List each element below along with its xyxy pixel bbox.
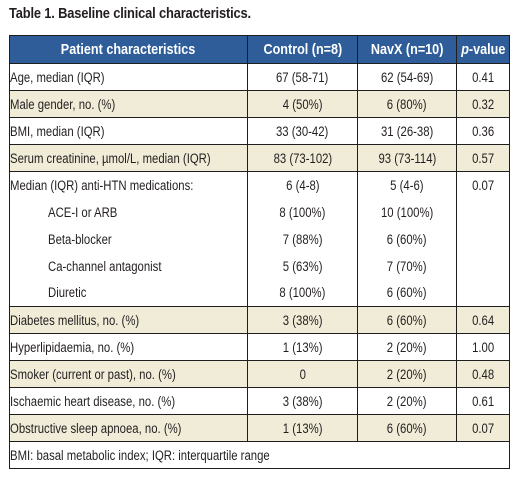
- control-value: 3 (38%): [282, 312, 323, 328]
- row-label: Male gender, no. (%): [10, 96, 116, 112]
- navx-value: 6 (60%): [387, 285, 427, 301]
- table-row: Male gender, no. (%) 4 (50%) 6 (80%) 0.3…: [9, 90, 510, 118]
- control-value: 33 (30-42): [276, 123, 329, 139]
- baseline-table: Patient characteristics Control (n=8) Na…: [9, 35, 510, 469]
- control-value: 1 (13%): [282, 420, 323, 436]
- table-row: Hyperlipidaemia, no. (%) 1 (13%) 2 (20%)…: [9, 333, 510, 361]
- control-value: 6 (4-8): [285, 177, 320, 193]
- navx-value: 6 (80%): [387, 96, 427, 112]
- row-label: Smoker (current or past), no. (%): [10, 366, 176, 382]
- p-value-suffix: -value: [468, 41, 506, 58]
- table-row: Diuretic 8 (100%) 6 (60%): [9, 279, 510, 307]
- navx-value: 7 (70%): [387, 258, 427, 274]
- navx-value: 62 (54-69): [380, 69, 434, 85]
- footnote-row: BMI: basal metabolic index; IQR: interqu…: [9, 441, 510, 469]
- row-label: Beta-blocker: [48, 231, 112, 247]
- table-row: Median (IQR) anti-HTN medications: 6 (4-…: [9, 171, 510, 199]
- control-value: 8 (100%): [279, 204, 326, 220]
- navx-value: 2 (20%): [387, 393, 427, 409]
- p-value: 0.36: [471, 123, 495, 139]
- control-value: 5 (63%): [282, 258, 323, 274]
- row-label: Diuretic: [48, 285, 87, 301]
- row-label: Obstructive sleep apnoea, no. (%): [10, 420, 182, 436]
- table-row: Serum creatinine, µmol/L, median (IQR) 8…: [9, 144, 510, 172]
- table-row: Obstructive sleep apnoea, no. (%) 1 (13%…: [9, 414, 510, 442]
- header-control: Control (n=8): [247, 35, 358, 64]
- row-label: ACE-I or ARB: [48, 204, 118, 220]
- navx-value: 6 (60%): [387, 231, 427, 247]
- table-caption: Table 1. Baseline clinical characteristi…: [9, 5, 251, 22]
- navx-value: 10 (100%): [380, 204, 434, 220]
- navx-value: 6 (60%): [387, 420, 427, 436]
- header-patient-characteristics: Patient characteristics: [9, 35, 248, 64]
- control-value: 67 (58-71): [276, 69, 329, 85]
- p-value: 0.48: [471, 366, 495, 382]
- p-value: 0.64: [471, 312, 495, 328]
- control-value: 4 (50%): [282, 96, 323, 112]
- navx-value: 2 (20%): [387, 366, 427, 382]
- navx-value: 31 (26-38): [380, 123, 434, 139]
- control-value: 3 (38%): [282, 393, 323, 409]
- p-italic: p: [461, 41, 469, 58]
- p-value: 0.32: [471, 96, 495, 112]
- table-row: Ischaemic heart disease, no. (%) 3 (38%)…: [9, 387, 510, 415]
- table-row: BMI, median (IQR) 33 (30-42) 31 (26-38) …: [9, 117, 510, 145]
- table-row: Smoker (current or past), no. (%) 0 2 (2…: [9, 360, 510, 388]
- table-row: Diabetes mellitus, no. (%) 3 (38%) 6 (60…: [9, 306, 510, 334]
- navx-value: 2 (20%): [387, 339, 427, 355]
- control-value: 8 (100%): [279, 285, 326, 301]
- row-label: Median (IQR) anti-HTN medications:: [10, 177, 194, 193]
- header-navx: NavX (n=10): [357, 35, 457, 64]
- navx-value: 5 (4-6): [390, 177, 424, 193]
- p-value: 0.41: [471, 69, 495, 85]
- p-value: 0.07: [471, 420, 495, 436]
- p-value: 0.07: [471, 177, 495, 193]
- row-label: Ca-channel antagonist: [48, 258, 162, 274]
- control-value: 0: [299, 366, 306, 382]
- p-value: 1.00: [471, 339, 495, 355]
- row-label: Hyperlipidaemia, no. (%): [10, 339, 135, 355]
- p-value: 0.57: [471, 150, 495, 166]
- control-value: 83 (73-102): [273, 150, 332, 166]
- control-value: 7 (88%): [282, 231, 323, 247]
- navx-value: 93 (73-114): [378, 150, 436, 166]
- header-p-value: p-value: [456, 35, 510, 64]
- row-label: Diabetes mellitus, no. (%): [10, 312, 140, 328]
- row-label: BMI, median (IQR): [10, 123, 105, 139]
- table-row: Ca-channel antagonist 5 (63%) 7 (70%): [9, 252, 510, 280]
- table-row: Age, median (IQR) 67 (58-71) 62 (54-69) …: [9, 63, 510, 91]
- table-header-row: Patient characteristics Control (n=8) Na…: [9, 35, 510, 64]
- table-row: Beta-blocker 7 (88%) 6 (60%): [9, 225, 510, 253]
- table-footnote: BMI: basal metabolic index; IQR: interqu…: [10, 447, 270, 463]
- table-row: ACE-I or ARB 8 (100%) 10 (100%): [9, 198, 510, 226]
- row-label: Serum creatinine, µmol/L, median (IQR): [10, 150, 211, 166]
- row-label: Ischaemic heart disease, no. (%): [10, 393, 176, 409]
- row-label: Age, median (IQR): [10, 69, 105, 85]
- control-value: 1 (13%): [282, 339, 323, 355]
- p-value: 0.61: [471, 393, 495, 409]
- navx-value: 6 (60%): [387, 312, 427, 328]
